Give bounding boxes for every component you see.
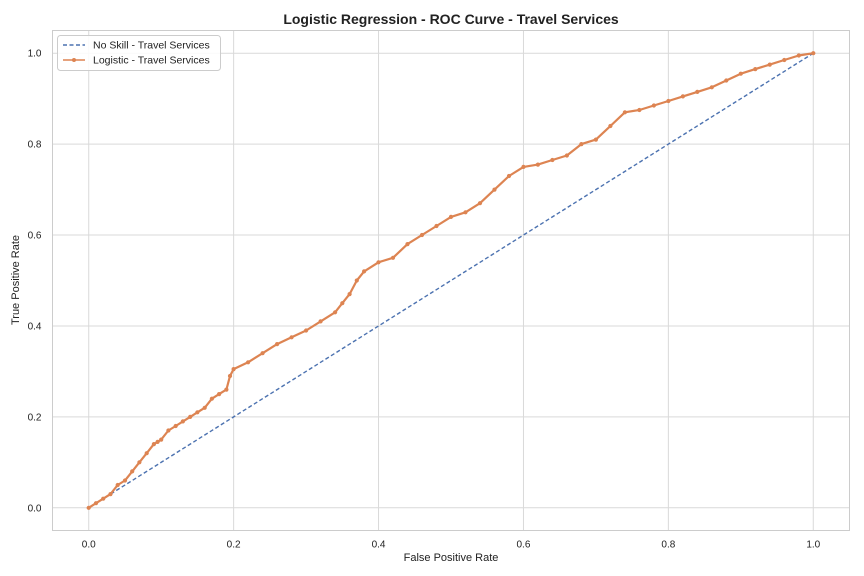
logistic-roc-point	[362, 269, 367, 274]
logistic-roc-point	[231, 367, 236, 372]
y-tick-label: 0.4	[28, 321, 42, 332]
plot-frame	[52, 30, 850, 531]
logistic-roc-point	[550, 157, 555, 163]
logistic-roc-point	[202, 405, 207, 410]
logistic-roc-point	[709, 85, 714, 90]
logistic-roc-point	[724, 78, 729, 83]
logistic-roc-point	[318, 319, 323, 324]
logistic-roc-point	[354, 278, 359, 283]
y-tick-label: 0.8	[28, 140, 42, 151]
logistic-roc-point	[579, 142, 584, 147]
logistic-roc-point	[101, 496, 106, 501]
logistic-roc-point	[347, 292, 352, 297]
logistic-roc-point	[333, 310, 338, 315]
x-tick-label: 0.0	[82, 540, 96, 551]
logistic-roc-point	[93, 501, 99, 506]
logistic-roc-point	[767, 62, 772, 67]
logistic-roc-point	[390, 255, 396, 260]
logistic-roc-point	[217, 392, 222, 397]
chart-title: Logistic Regression - ROC Curve - Travel…	[283, 11, 619, 27]
logistic-roc-point	[122, 478, 128, 483]
logistic-roc-point	[492, 187, 497, 192]
logistic-roc-point	[608, 123, 613, 129]
legend: No Skill - Travel Services Logistic - Tr…	[57, 35, 221, 71]
y-tick-label: 1.0	[28, 49, 42, 60]
logistic-roc-point	[811, 51, 816, 56]
logistic-roc-point	[227, 373, 233, 379]
logistic-roc-point	[108, 492, 113, 497]
x-tick-label: 0.4	[372, 540, 386, 551]
logistic-roc-point	[622, 110, 628, 115]
y-tick-label: 0.2	[28, 412, 42, 423]
x-tick-label: 1.0	[806, 540, 820, 551]
logistic-roc-point	[224, 387, 229, 392]
logistic-roc-point	[260, 351, 265, 356]
logistic-roc-point	[680, 94, 686, 99]
series-layer	[86, 51, 816, 510]
logistic-roc-point	[419, 232, 425, 238]
logistic-roc-point	[188, 414, 193, 419]
x-tick-label: 0.8	[661, 540, 675, 551]
logistic-roc-point	[796, 53, 801, 58]
logistic-roc-point	[173, 423, 178, 429]
logistic-roc-point	[535, 162, 541, 167]
logistic-roc-point	[564, 153, 570, 158]
legend-logistic-label: Logistic - Travel Services	[93, 55, 210, 67]
logistic-roc-point	[155, 439, 160, 444]
logistic-roc-point	[448, 214, 454, 219]
y-tick-label: 0.6	[28, 231, 42, 242]
logistic-roc-point	[695, 89, 700, 94]
no-skill-line	[88, 52, 814, 509]
logistic-roc-point	[434, 223, 439, 229]
y-tick-label: 0.0	[28, 503, 42, 514]
logistic-roc-point	[753, 67, 758, 72]
logistic-roc-point	[195, 410, 200, 415]
logistic-roc-line	[88, 52, 814, 509]
logistic-roc-point	[593, 137, 599, 142]
y-axis-label: True Positive Rate	[10, 235, 22, 325]
logistic-roc-point	[666, 98, 671, 104]
legend-no-skill-label: No Skill - Travel Services	[93, 40, 210, 52]
logistic-roc-point	[738, 71, 743, 76]
logistic-roc-point	[289, 335, 294, 340]
legend-box	[57, 35, 221, 71]
logistic-roc-point	[304, 328, 309, 333]
logistic-roc-point	[275, 342, 280, 347]
x-tick-label: 0.2	[227, 540, 241, 551]
logistic-roc-point	[521, 164, 526, 169]
logistic-roc-point	[637, 107, 642, 113]
logistic-roc-point	[159, 437, 164, 442]
logistic-roc-point	[405, 242, 410, 247]
logistic-roc-point	[166, 428, 171, 433]
logistic-roc-point	[246, 360, 251, 365]
logistic-roc-point	[477, 201, 483, 206]
logistic-roc-point	[376, 260, 381, 265]
tick-labels: 0.0 0.2 0.4 0.6 0.8 1.0 0.0 0.2 0.4 0.6 0.8 1.0	[28, 49, 821, 551]
logistic-roc-point	[151, 442, 156, 447]
logistic-roc-point	[782, 57, 787, 63]
x-axis-label: False Positive Rate	[404, 552, 499, 564]
logistic-roc-point	[115, 482, 120, 488]
x-tick-label: 0.6	[517, 540, 531, 551]
logistic-roc-point	[340, 301, 345, 306]
logistic-roc-point	[130, 469, 135, 474]
logistic-roc-point	[506, 173, 512, 179]
logistic-roc-point	[86, 505, 91, 510]
legend-logistic-marker	[72, 58, 76, 62]
logistic-roc-point	[144, 451, 149, 456]
logistic-roc-point	[180, 419, 185, 424]
logistic-roc-point	[651, 103, 657, 108]
logistic-roc-point	[463, 210, 468, 215]
logistic-roc-point	[209, 396, 214, 401]
logistic-roc-point	[137, 460, 142, 465]
